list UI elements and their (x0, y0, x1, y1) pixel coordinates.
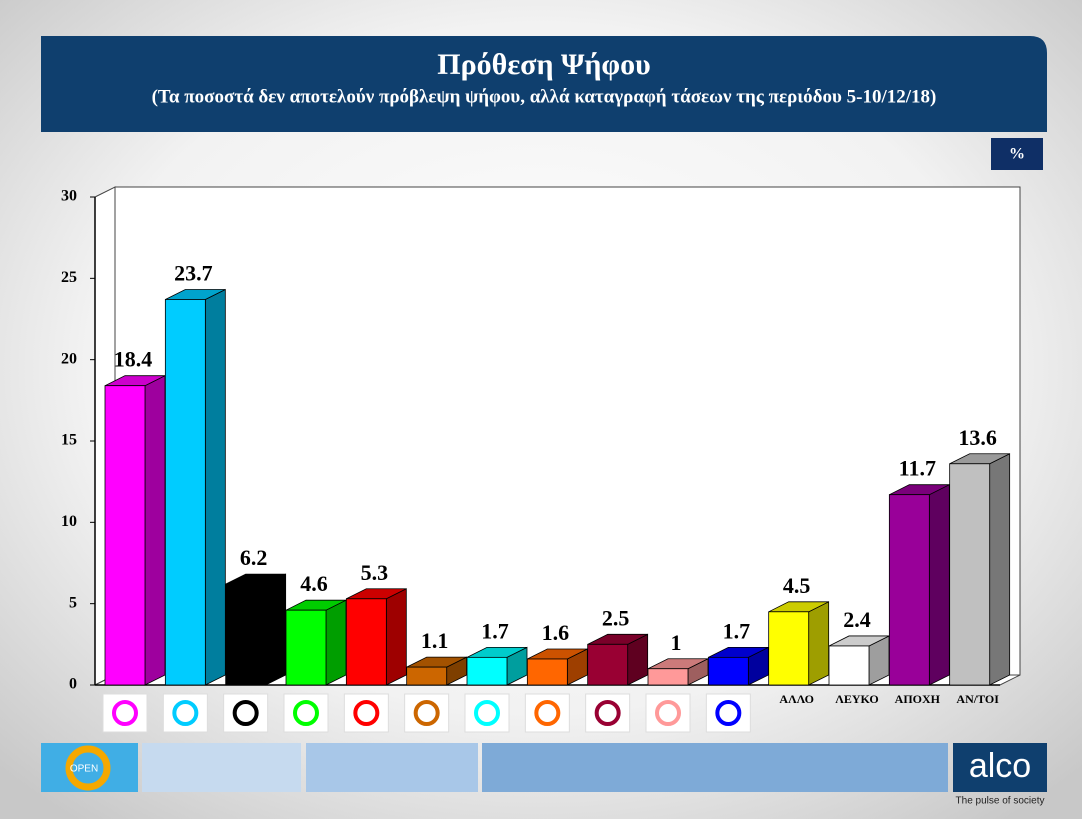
x-tick-label: ΑΠΟΧΗ (895, 692, 941, 706)
party-logo (162, 693, 208, 733)
party-logo (524, 693, 570, 733)
value-label: 1.1 (421, 628, 449, 653)
party-logo-mark (594, 700, 621, 726)
party-logo-mark (715, 700, 742, 726)
value-label: 6.2 (240, 545, 268, 570)
chart-title: Πρόθεση Ψήφου (437, 48, 650, 81)
party-logo (585, 693, 631, 733)
party-logo (464, 693, 510, 733)
party-logo (102, 693, 148, 733)
footer: OPEN alco The pulse of society (41, 743, 1047, 807)
party-logo-mark (232, 700, 259, 726)
party-logo-mark (112, 700, 138, 726)
bar-side (265, 573, 287, 686)
party-logo (223, 693, 269, 733)
bar (647, 668, 689, 686)
y-tick-label: 5 (69, 594, 77, 611)
footer-block (306, 743, 478, 792)
value-label: 23.7 (174, 261, 213, 286)
party-logo-mark (413, 700, 440, 726)
title-banner (41, 36, 1047, 132)
bar (406, 666, 448, 686)
value-label: 2.4 (843, 607, 871, 632)
party-logo (705, 693, 751, 733)
bar (949, 463, 991, 686)
unit-label: % (1009, 146, 1025, 163)
value-label: 1.7 (481, 618, 509, 643)
party-logo-mark (172, 700, 199, 726)
bar (707, 656, 749, 686)
brand-name: alco (969, 747, 1031, 785)
bar (104, 385, 146, 686)
value-label: 5.3 (361, 560, 389, 585)
bar (466, 656, 508, 686)
x-tick-label: ΑΝ/ΤΟΙ (956, 692, 999, 706)
bar (345, 598, 387, 686)
bar (526, 658, 568, 686)
bar (285, 609, 327, 686)
party-logo-mark (534, 700, 561, 726)
party-logo-mark (293, 700, 319, 726)
y-tick-label: 0 (69, 676, 77, 693)
value-label: 4.6 (300, 571, 328, 596)
value-label: 13.6 (958, 425, 997, 450)
y-tick-label: 30 (61, 188, 77, 205)
x-tick-label: ΛΕΥΚΟ (835, 692, 878, 706)
chart-subtitle: (Τα ποσοστά δεν αποτελούν πρόβλεψη ψήφου… (152, 86, 937, 107)
value-label: 2.5 (602, 605, 630, 630)
value-label: 1.7 (723, 618, 751, 643)
y-tick-label: 25 (61, 269, 77, 286)
party-logo-mark (474, 700, 500, 726)
party-logo (404, 693, 450, 733)
bar-side (808, 601, 830, 686)
value-label: 1 (671, 630, 682, 655)
bar-side (204, 288, 226, 686)
y-tick-label: 15 (61, 432, 77, 449)
footer-block (482, 743, 948, 792)
bar-side (325, 599, 347, 686)
party-logo (343, 693, 389, 733)
value-label: 4.5 (783, 573, 811, 598)
channel-ring (65, 745, 111, 791)
y-tick-label: 10 (61, 513, 77, 530)
bar (768, 611, 810, 686)
bar-side (989, 453, 1011, 686)
value-label: 1.6 (542, 620, 570, 645)
x-tick-label: ΑΛΛΟ (779, 692, 814, 706)
bar (587, 643, 629, 686)
bar (225, 583, 267, 686)
footer-block (142, 743, 301, 792)
party-logo-mark (655, 700, 681, 726)
unit-badge (991, 138, 1043, 170)
brand-box (953, 743, 1047, 792)
value-label: 18.4 (114, 347, 153, 372)
value-label: 11.7 (899, 456, 936, 481)
party-logo (645, 693, 691, 733)
brand-tagline: The pulse of society (956, 796, 1045, 807)
party-logo-mark (353, 700, 380, 726)
bar-side (385, 588, 407, 686)
bar-side (144, 375, 166, 686)
bar (164, 299, 206, 686)
y-tick-label: 20 (61, 350, 77, 367)
channel-name: OPEN (70, 764, 98, 775)
plot: 0 5 10 15 20 25 30 18.4 23.7 6.2 4.6 5.3 1.1 1.7 1.6 2.… (61, 186, 1021, 733)
bar (888, 494, 930, 686)
party-logo (283, 693, 329, 733)
bar-side (928, 484, 950, 686)
bar (828, 645, 870, 686)
